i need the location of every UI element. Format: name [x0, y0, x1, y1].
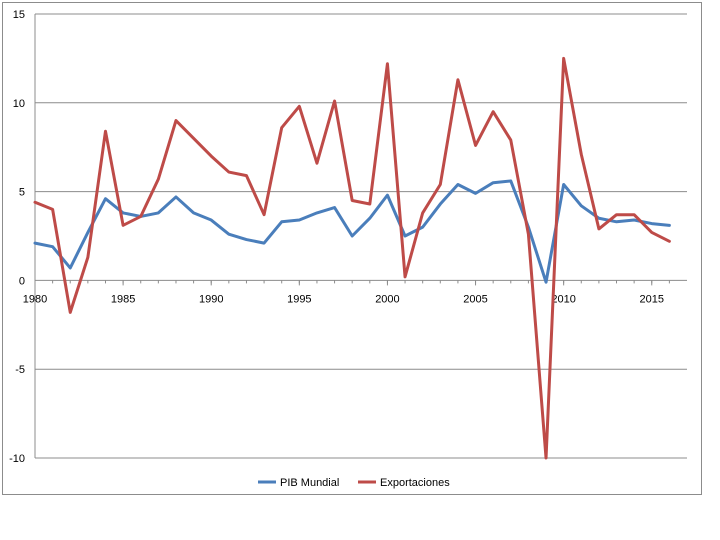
y-axis-tick-labels: 15 10 5 0 -5 -10 — [9, 9, 25, 465]
x-tick-label: 1985 — [111, 293, 135, 305]
y-tick-label: -10 — [9, 453, 25, 465]
legend-label: PIB Mundial — [280, 477, 339, 489]
y-tick-label: -5 — [15, 364, 25, 376]
x-tick-label: 2000 — [375, 293, 399, 305]
series-line-exportaciones — [33, 56, 671, 460]
x-tick-label: 2005 — [463, 293, 487, 305]
legend-label: Exportaciones — [380, 477, 450, 489]
legend: PIB Mundial Exportaciones — [258, 477, 450, 489]
x-tick-label: 1980 — [23, 293, 47, 305]
x-tick-label: 1990 — [199, 293, 223, 305]
x-tick-label: 2015 — [640, 293, 664, 305]
axes — [34, 14, 687, 458]
gridlines — [35, 13, 687, 459]
y-tick-label: 0 — [19, 275, 25, 287]
y-tick-label: 15 — [13, 9, 25, 21]
chart-frame — [2, 2, 702, 495]
x-tick-label: 2010 — [551, 293, 575, 305]
series-lines — [33, 56, 671, 460]
y-tick-label: 10 — [13, 98, 25, 110]
y-tick-label: 5 — [19, 187, 25, 199]
x-axis-tick-labels: 1980 1985 1990 1995 2000 2005 2010 2015 — [23, 293, 664, 305]
x-tick-label: 1995 — [287, 293, 311, 305]
